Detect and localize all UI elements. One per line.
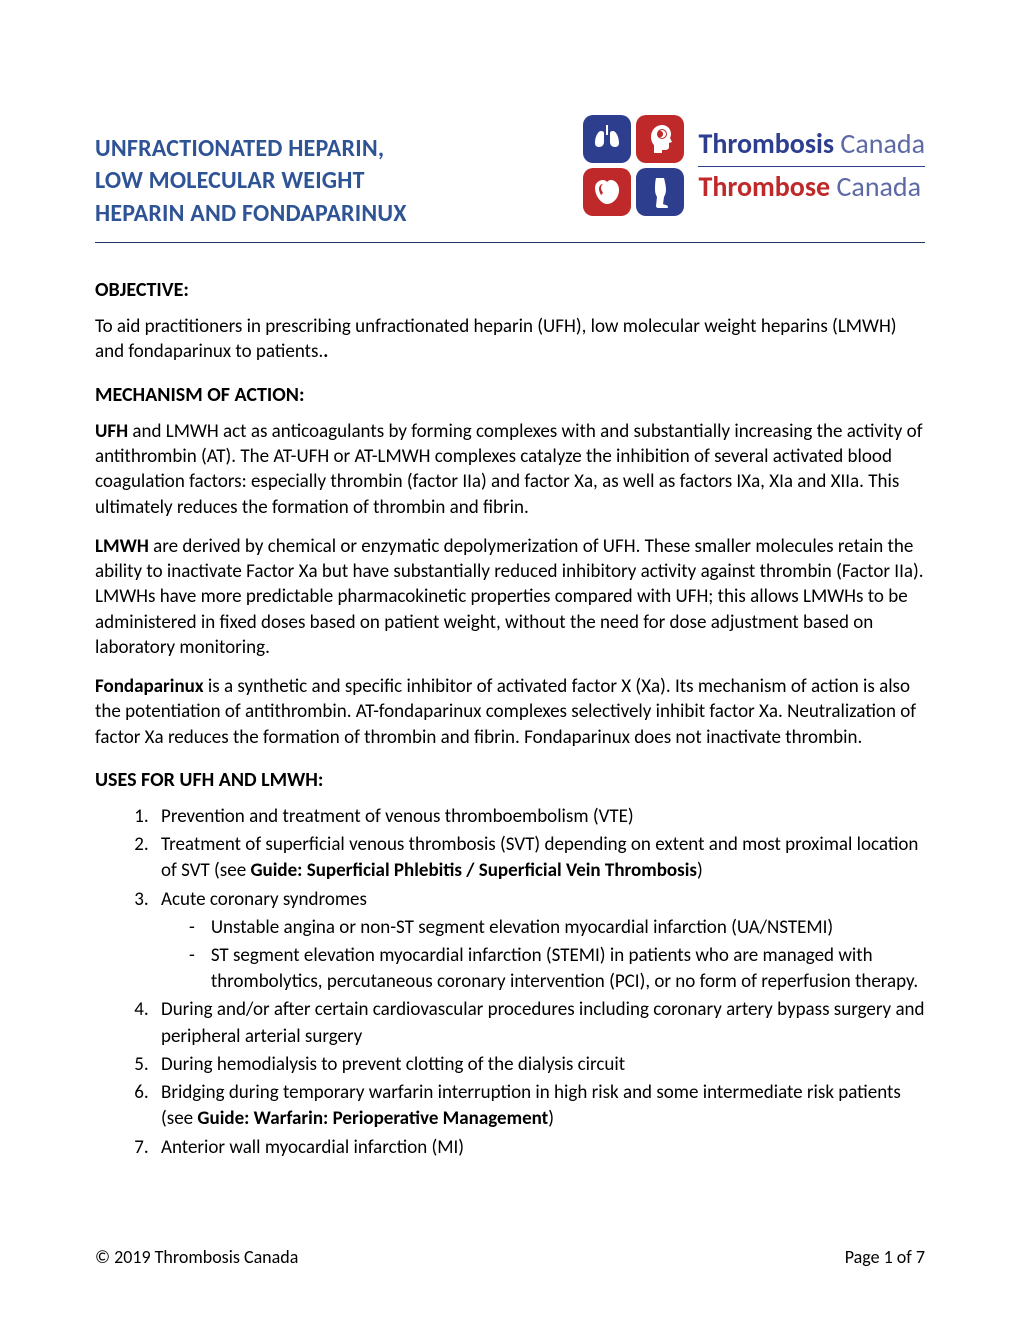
paragraph: To aid practitioners in prescribing unfr… [95,314,925,365]
section-uses: USES FOR UFH AND LMWH: Prevention and tr… [95,768,925,1161]
list-item: Bridging during temporary warfarin inter… [153,1080,925,1132]
logo-word: Canada [830,169,921,204]
page-number: Page 1 of 7 [845,1246,925,1268]
logo-line-en: Thrombosis Canada [698,130,925,167]
list-item: Anterior wall myocardial infarction (MI) [153,1135,925,1161]
sub-list: -Unstable angina or non-ST segment eleva… [161,915,925,996]
dash-icon: - [189,943,195,995]
footer: © 2019 Thrombosis Canada Page 1 of 7 [95,1246,925,1268]
header: UNFRACTIONATED HEPARIN, LOW MOLECULAR WE… [95,115,925,243]
paragraph: UFH and LMWH act as anticoagulants by fo… [95,419,925,520]
list-item: Acute coronary syndromes -Unstable angin… [153,887,925,996]
copyright: © 2019 Thrombosis Canada [95,1246,298,1268]
list-item: During and/or after certain cardiovascul… [153,997,925,1049]
title-line: LOW MOLECULAR WEIGHT [95,166,365,195]
section-heading: OBJECTIVE: [95,278,925,302]
paragraph: LMWH are derived by chemical or enzymati… [95,534,925,660]
section-heading: MECHANISM OF ACTION: [95,383,925,407]
section-objective: OBJECTIVE: To aid practitioners in presc… [95,278,925,365]
list-item: Prevention and treatment of venous throm… [153,804,925,830]
logo-word: Thrombose [698,169,830,204]
logo-word: Thrombosis [698,126,834,161]
section-heading: USES FOR UFH AND LMWH: [95,768,925,792]
paragraph: Fondaparinux is a synthetic and specific… [95,674,925,750]
heart-icon [583,168,631,216]
title-line: HEPARIN AND FONDAPARINUX [95,199,407,228]
uses-list: Prevention and treatment of venous throm… [95,804,925,1161]
sub-item: -Unstable angina or non-ST segment eleva… [189,915,925,941]
leg-icon [636,168,684,216]
dash-icon: - [189,915,195,941]
document-title: UNFRACTIONATED HEPARIN, LOW MOLECULAR WE… [95,133,573,230]
logo-text: Thrombosis Canada Thrombose Canada [698,130,925,201]
sub-item: -ST segment elevation myocardial infarct… [189,943,925,995]
head-icon [636,115,684,163]
title-block: UNFRACTIONATED HEPARIN, LOW MOLECULAR WE… [95,115,573,230]
logo-line-fr: Thrombose Canada [698,173,925,201]
logo: Thrombosis Canada Thrombose Canada [573,115,925,216]
list-item: During hemodialysis to prevent clotting … [153,1052,925,1078]
logo-word: Canada [834,126,925,161]
title-line: UNFRACTIONATED HEPARIN, [95,134,384,163]
lungs-icon [583,115,631,163]
section-mechanism: MECHANISM OF ACTION: UFH and LMWH act as… [95,383,925,750]
list-item: Treatment of superficial venous thrombos… [153,832,925,884]
logo-icon-grid [583,115,684,216]
page: UNFRACTIONATED HEPARIN, LOW MOLECULAR WE… [0,0,1020,1223]
